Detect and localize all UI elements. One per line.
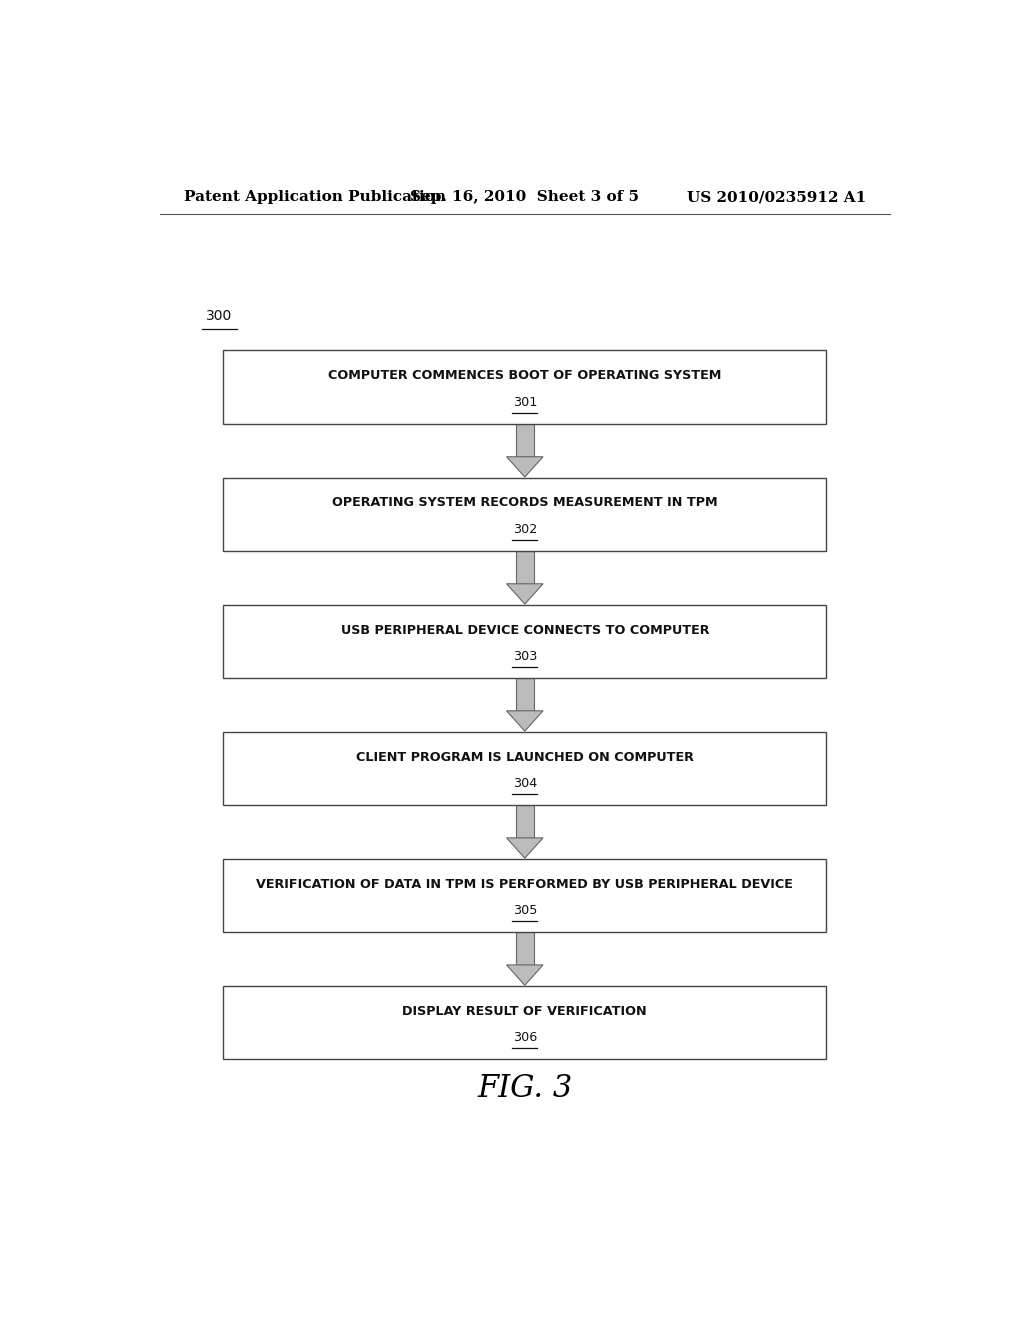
Text: 304: 304: [513, 777, 537, 789]
Polygon shape: [507, 838, 543, 858]
Text: USB PERIPHERAL DEVICE CONNECTS TO COMPUTER: USB PERIPHERAL DEVICE CONNECTS TO COMPUT…: [341, 623, 709, 636]
Polygon shape: [507, 710, 543, 731]
Text: CLIENT PROGRAM IS LAUNCHED ON COMPUTER: CLIENT PROGRAM IS LAUNCHED ON COMPUTER: [356, 751, 693, 763]
Text: COMPUTER COMMENCES BOOT OF OPERATING SYSTEM: COMPUTER COMMENCES BOOT OF OPERATING SYS…: [328, 370, 722, 383]
Bar: [516, 424, 534, 457]
Polygon shape: [507, 583, 543, 605]
Text: VERIFICATION OF DATA IN TPM IS PERFORMED BY USB PERIPHERAL DEVICE: VERIFICATION OF DATA IN TPM IS PERFORMED…: [256, 878, 794, 891]
Text: FIG. 3: FIG. 3: [477, 1073, 572, 1104]
Text: Patent Application Publication: Patent Application Publication: [183, 190, 445, 205]
Bar: [516, 805, 534, 838]
Text: OPERATING SYSTEM RECORDS MEASUREMENT IN TPM: OPERATING SYSTEM RECORDS MEASUREMENT IN …: [332, 496, 718, 510]
Text: 306: 306: [513, 1031, 537, 1044]
Bar: [516, 678, 534, 710]
Bar: [223, 605, 826, 677]
Text: DISPLAY RESULT OF VERIFICATION: DISPLAY RESULT OF VERIFICATION: [402, 1005, 647, 1018]
Bar: [223, 859, 826, 932]
Text: 303: 303: [513, 649, 537, 663]
Bar: [223, 351, 826, 424]
Text: 301: 301: [513, 396, 537, 409]
Text: Sep. 16, 2010  Sheet 3 of 5: Sep. 16, 2010 Sheet 3 of 5: [411, 190, 639, 205]
Bar: [223, 478, 826, 550]
Polygon shape: [507, 965, 543, 985]
Polygon shape: [507, 457, 543, 477]
Text: US 2010/0235912 A1: US 2010/0235912 A1: [687, 190, 866, 205]
Bar: [223, 731, 826, 805]
Text: 300: 300: [206, 309, 232, 323]
Bar: [516, 552, 534, 583]
Bar: [516, 932, 534, 965]
Text: 302: 302: [513, 523, 537, 536]
Bar: [223, 986, 826, 1059]
Text: 305: 305: [513, 904, 537, 917]
